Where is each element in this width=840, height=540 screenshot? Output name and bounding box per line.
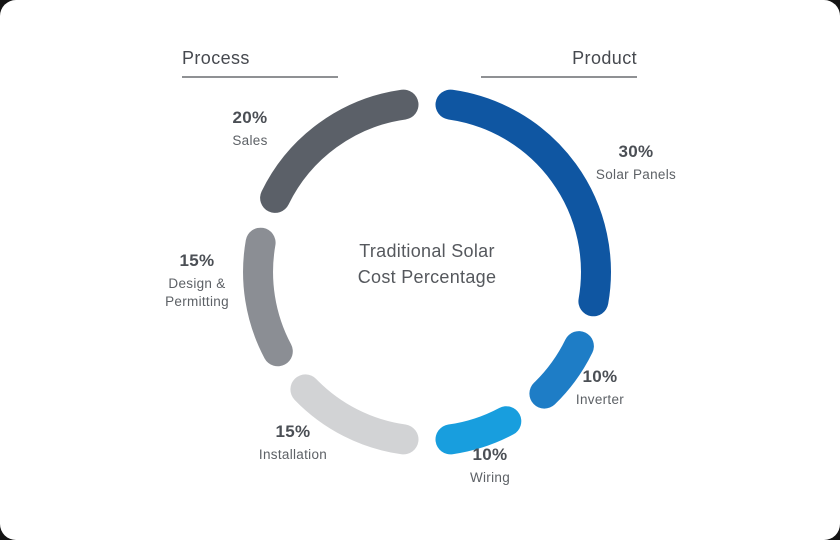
chart-title: Traditional Solar Cost Percentage <box>297 238 557 290</box>
segment-label-solar-panels: 30% Solar Panels <box>526 142 746 184</box>
process-group-header: Process <box>182 48 338 78</box>
segment-value: 30% <box>618 142 654 161</box>
segment-value: 10% <box>582 367 618 386</box>
segment-label-installation: 15% Installation <box>183 422 403 464</box>
donut-segment-sales <box>260 89 419 213</box>
donut-segment-installation <box>290 374 419 455</box>
product-group-header: Product <box>481 48 637 78</box>
segment-name: Wiring <box>469 470 511 485</box>
chart-title-line2: Cost Percentage <box>357 267 497 287</box>
donut-segment-wiring <box>435 406 522 455</box>
segment-name: Solar Panels <box>595 167 677 182</box>
donut-segment-design-permitting <box>243 227 293 367</box>
segment-label-sales: 20% Sales <box>140 108 360 150</box>
segment-label-inverter: 10% Inverter <box>490 367 710 409</box>
segment-value: 20% <box>232 108 268 127</box>
segment-label-wiring: 10% Wiring <box>380 445 600 487</box>
segment-value: 15% <box>275 422 311 441</box>
segment-name: Design & Permitting <box>165 276 229 309</box>
chart-title-line1: Traditional Solar <box>359 241 495 261</box>
segment-label-design-permitting: 15% Design & Permitting <box>87 251 307 311</box>
donut-segment-inverter <box>529 331 594 409</box>
segment-value: 10% <box>472 445 508 464</box>
segment-name: Inverter <box>575 392 625 407</box>
segment-name: Sales <box>232 133 268 148</box>
segment-value: 15% <box>179 251 215 270</box>
segment-name: Installation <box>258 447 328 462</box>
donut-segment-solar-panels <box>435 89 611 317</box>
